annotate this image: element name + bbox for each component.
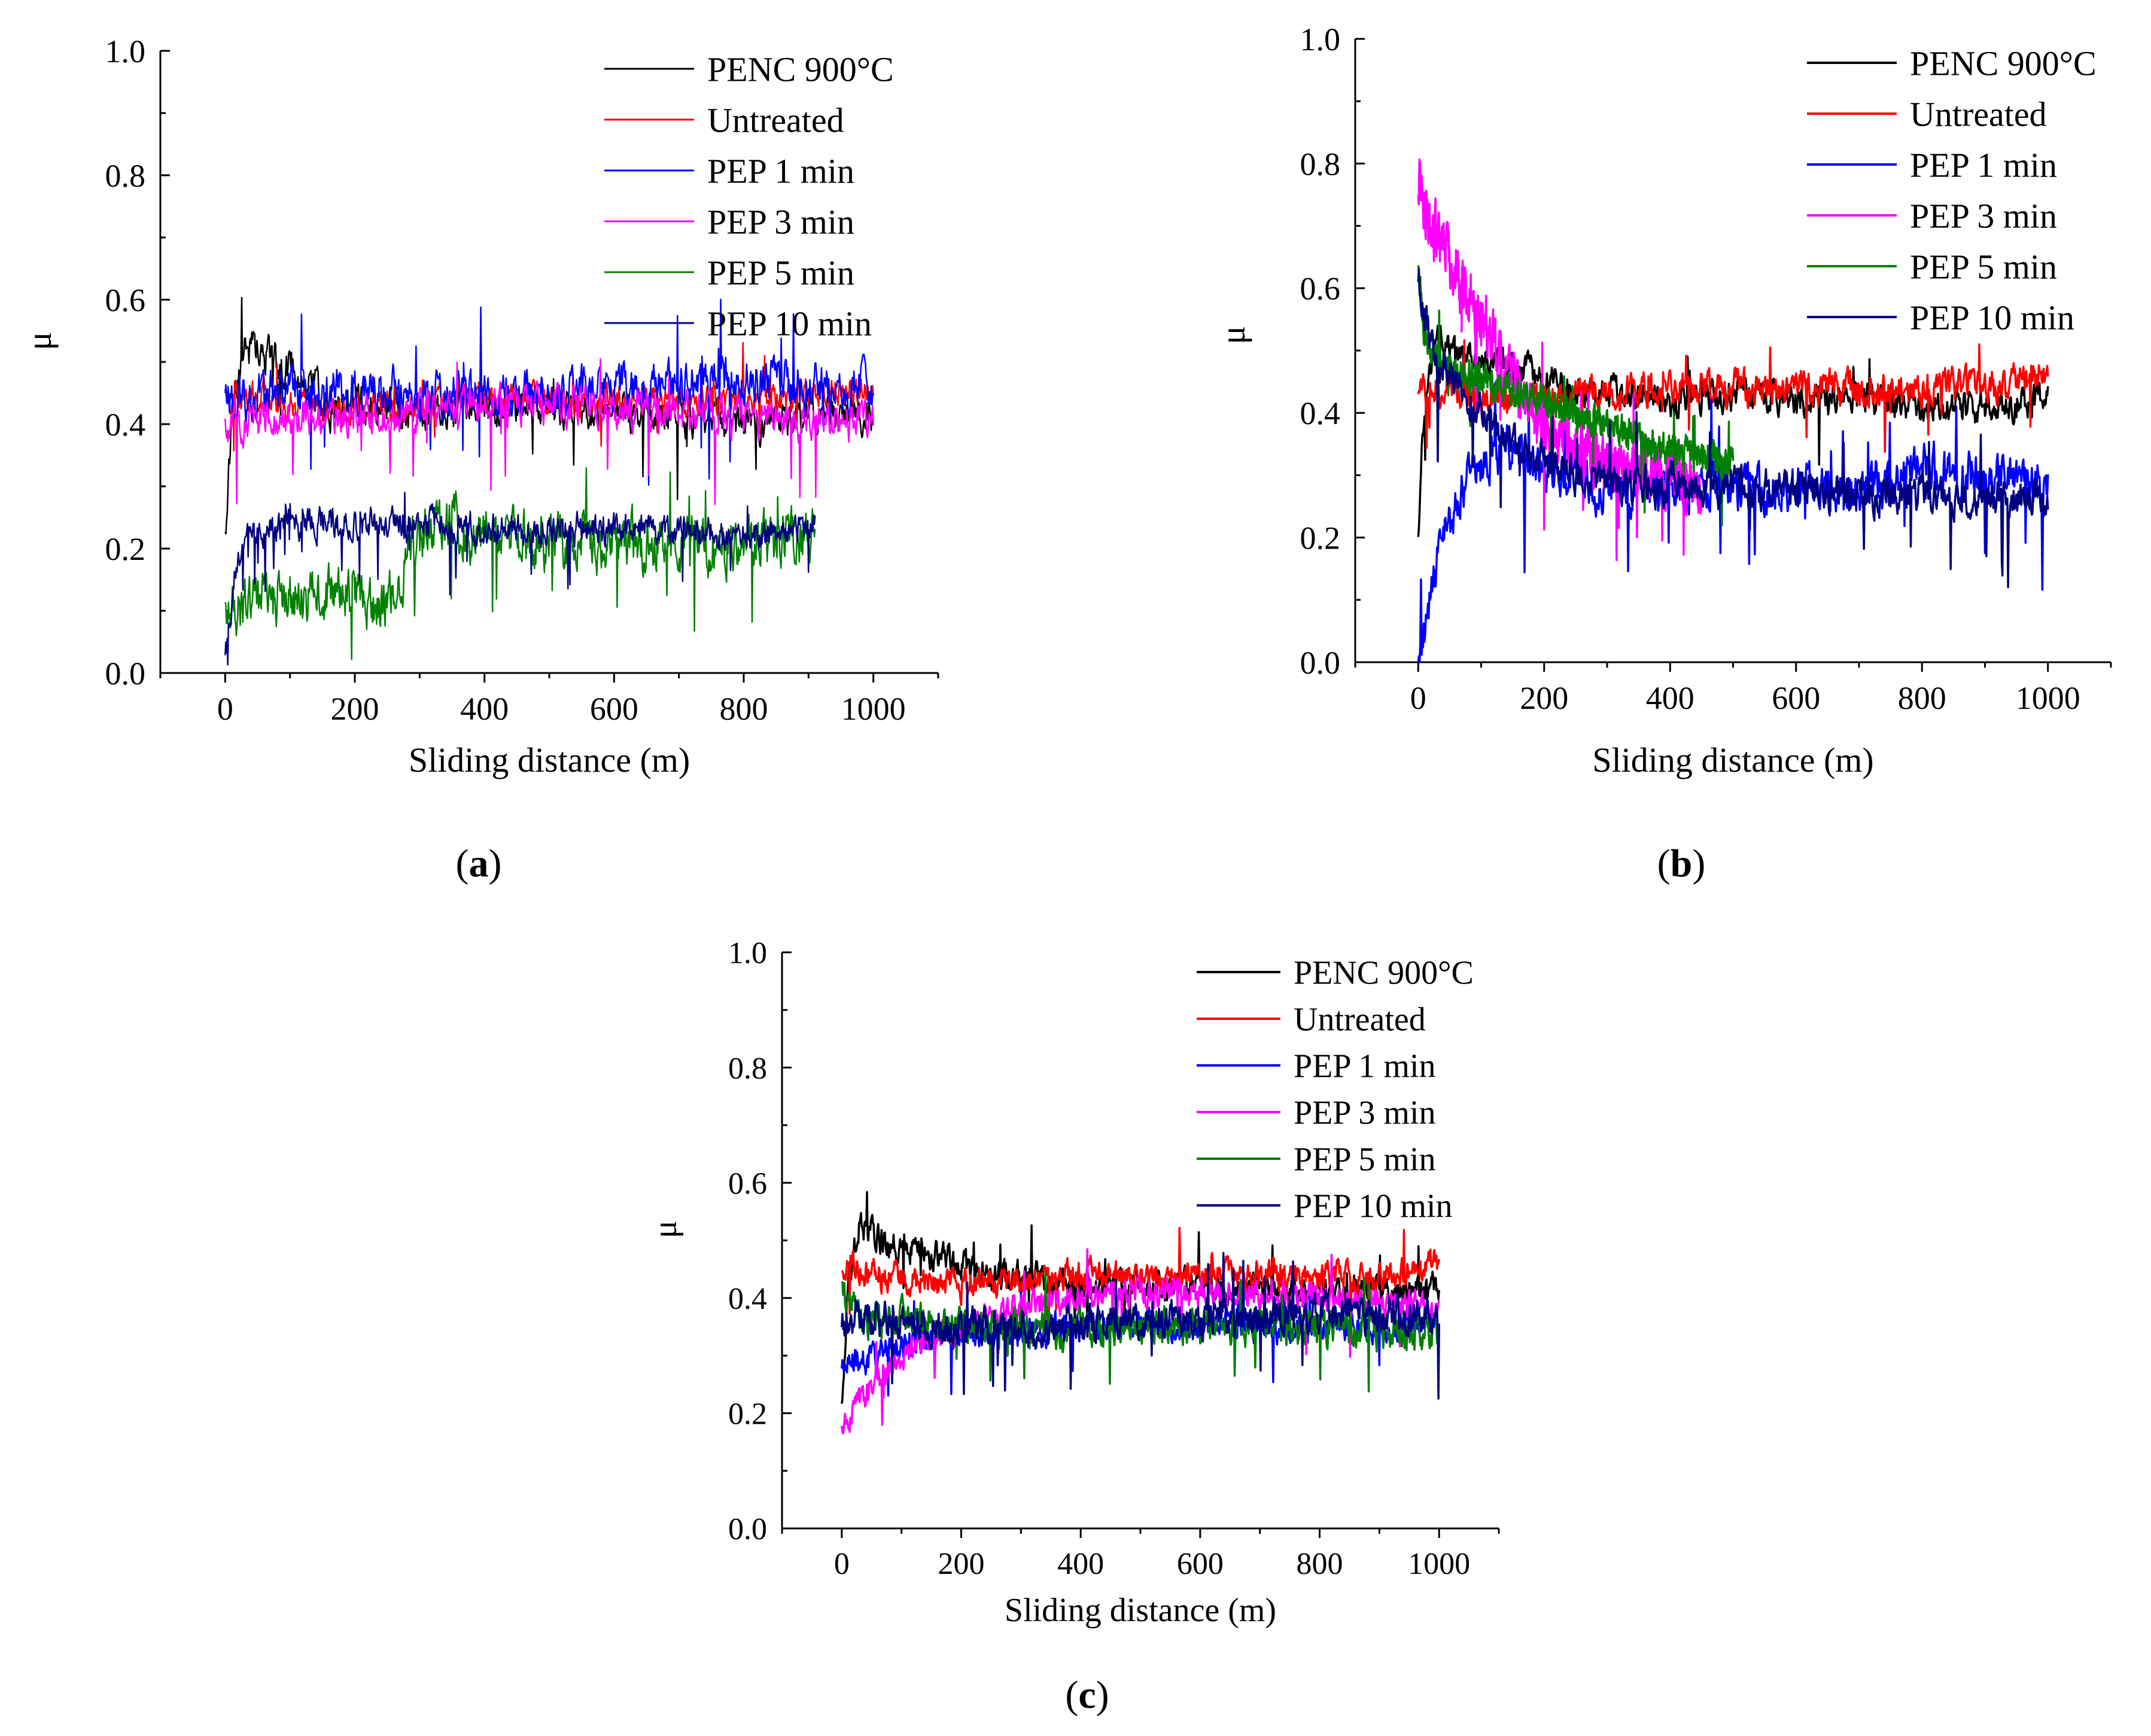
panel-b-series-line (1417, 158, 1703, 561)
panel-b-x-tick-label: 400 (1646, 680, 1694, 716)
panel-c-legend-label: PEP 10 min (1294, 1188, 1453, 1225)
panel-b-series-lines (1417, 158, 2049, 663)
panel-c-label: (c) (1065, 1673, 1109, 1717)
panel-b-x-tick-label: 800 (1898, 680, 1946, 716)
panel-b-legend-label: PENC 900°C (1910, 44, 2097, 83)
panel-a-y-tick-label: 0.2 (105, 531, 146, 567)
panel-a-y-tick-label: 0.6 (105, 282, 146, 318)
panel-a-y-tick-label: 1.0 (105, 33, 146, 69)
panel-c-series-lines (841, 1191, 1440, 1435)
panel-b-legend: PENC 900°C Untreated PEP 1 min PEP 3 min PEP… (1807, 44, 2097, 337)
panel-c-letter: c (1078, 1673, 1096, 1717)
panel-c-x-tick-label: 0 (834, 1547, 850, 1581)
panel-b-y-tick-label: 0.0 (1300, 645, 1341, 681)
panel-b-x-axis-label: Sliding distance (m) (1592, 741, 1873, 779)
panel-c-y-tick-label: 0.8 (728, 1052, 767, 1086)
panel-c-y-tick-label: 0.4 (728, 1282, 767, 1316)
panel-b-legend-label: PEP 10 min (1910, 298, 2074, 337)
panel-b-series-line (1417, 265, 1735, 526)
panel-a-legend-label: PEP 5 min (707, 253, 854, 292)
panel-c-legend-label: PENC 900°C (1294, 955, 1474, 992)
panel-c-x-tick-label: 200 (938, 1547, 985, 1581)
panel-a-y-tick-label: 0.8 (105, 158, 146, 194)
panel-a-series-line (224, 299, 874, 486)
panel-b-legend-label: PEP 5 min (1910, 247, 2057, 286)
panel-a-legend: PENC 900°C Untreated PEP 1 min PEP 3 min PEP… (604, 50, 894, 343)
panel-c-legend-label: PEP 5 min (1294, 1141, 1436, 1178)
panel-c-x-tick-label: 1000 (1408, 1547, 1470, 1581)
panel-c-legend-label: Untreated (1294, 1001, 1426, 1038)
panel-b-y-tick-label: 0.2 (1300, 520, 1341, 556)
panel-b-x-tick-label: 1000 (2016, 680, 2080, 716)
panel-a-series-line (224, 491, 816, 666)
panel-b-letter: b (1671, 842, 1693, 885)
panel-a-legend-label: PEP 10 min (707, 304, 872, 343)
panel-a-legend-label: Untreated (707, 100, 844, 139)
panel-a-y-tick-label: 0.0 (105, 656, 146, 692)
panel-a-axes: 0.0 0.2 0.4 0.6 0.8 1.0 0 200 400 600 800 1000 Slidi… (20, 33, 939, 779)
panel-b-y-axis-label: μ (1213, 325, 1252, 344)
panel-b-label: (b) (1657, 842, 1706, 885)
panel-c: 0.0 0.2 0.4 0.6 0.8 1.0 0 200 400 600 800 1000 Slidi… (647, 936, 1500, 1717)
panel-a: 0.0 0.2 0.4 0.6 0.8 1.0 0 200 400 600 800 1000 Slidi… (20, 33, 939, 885)
panel-b-axes: 0.0 0.2 0.4 0.6 0.8 1.0 0 200 400 600 800 1000 Slidi… (1213, 22, 2112, 779)
panel-b-x-tick-label: 0 (1410, 680, 1426, 716)
panel-a-letter: a (469, 842, 489, 885)
panel-c-legend-label: PEP 1 min (1294, 1048, 1436, 1085)
panel-c-series-line (841, 1226, 1440, 1335)
panel-b-y-tick-label: 0.4 (1300, 395, 1341, 431)
panel-a-y-axis-label: μ (20, 331, 59, 350)
panel-b-legend-label: Untreated (1910, 95, 2047, 133)
panel-c-y-tick-label: 0.6 (728, 1167, 767, 1201)
panel-c-x-tick-label: 800 (1297, 1547, 1343, 1581)
panel-c-x-axis-label: Sliding distance (m) (1005, 1592, 1276, 1629)
panel-a-legend-label: PENC 900°C (707, 50, 894, 89)
panel-a-label: (a) (456, 842, 502, 885)
panel-a-y-tick-label: 0.4 (105, 407, 146, 443)
panel-a-series-line (224, 358, 874, 505)
panel-c-y-axis-label: μ (647, 1220, 684, 1238)
panel-c-x-tick-label: 600 (1177, 1547, 1224, 1581)
panel-a-x-tick-label: 200 (331, 691, 379, 727)
panel-b-y-tick-label: 1.0 (1300, 22, 1341, 57)
panel-b-legend-label: PEP 1 min (1910, 145, 2057, 184)
panel-b: 0.0 0.2 0.4 0.6 0.8 1.0 0 200 400 600 800 1000 Slidi… (1213, 22, 2112, 885)
panel-c-y-tick-label: 0.2 (728, 1397, 767, 1432)
panel-b-y-tick-label: 0.6 (1300, 271, 1341, 307)
panel-a-x-tick-label: 800 (720, 691, 768, 727)
panel-a-series-lines (224, 297, 874, 666)
panel-a-x-tick-label: 600 (590, 691, 638, 727)
panel-a-legend-label: PEP 3 min (707, 202, 854, 241)
panel-b-y-tick-label: 0.8 (1300, 146, 1341, 182)
panel-c-series-line (841, 1251, 1440, 1400)
panel-c-legend: PENC 900°C Untreated PEP 1 min PEP 3 min PEP… (1197, 955, 1474, 1225)
panel-a-x-axis-label: Sliding distance (m) (409, 741, 690, 779)
panel-b-legend-label: PEP 3 min (1910, 196, 2057, 235)
panel-c-axes: 0.0 0.2 0.4 0.6 0.8 1.0 0 200 400 600 800 1000 Slidi… (647, 936, 1500, 1629)
panel-c-x-tick-label: 400 (1057, 1547, 1104, 1581)
panel-a-x-tick-label: 400 (460, 691, 509, 727)
panel-a-x-tick-label: 0 (217, 691, 233, 727)
panel-b-x-tick-label: 200 (1520, 680, 1568, 716)
panel-c-y-tick-label: 1.0 (728, 936, 767, 970)
panel-b-series-line (1417, 267, 2049, 589)
panel-a-legend-label: PEP 1 min (707, 151, 854, 190)
panel-b-series-line (1417, 324, 2049, 537)
panel-b-x-tick-label: 600 (1772, 680, 1820, 716)
panel-c-y-tick-label: 0.0 (728, 1512, 767, 1546)
panel-a-x-tick-label: 1000 (841, 691, 906, 727)
panel-c-legend-label: PEP 3 min (1294, 1095, 1436, 1132)
